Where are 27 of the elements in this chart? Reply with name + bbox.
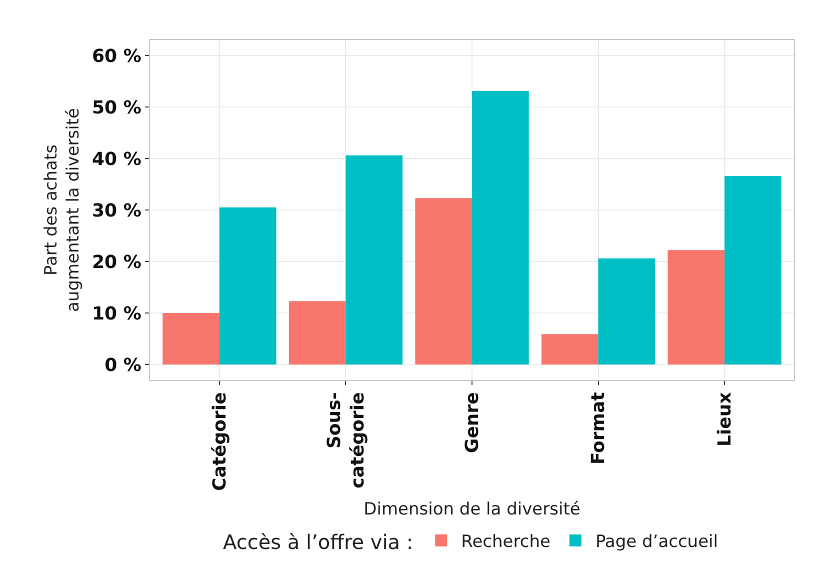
bar [288,301,346,365]
y-tick-label: 30 % [92,200,142,222]
y-axis-title: Part des achats augmentant la diversité [41,108,84,312]
bar [346,155,403,365]
bar [598,258,656,365]
x-tick-label: Sous- catégorie [324,392,368,488]
y-tick-label: 50 % [92,97,142,118]
y-tick-label: 40 % [92,148,142,170]
y-tick-label: 10 % [92,303,142,324]
bar [415,198,472,365]
bar [724,176,782,365]
y-tick-label: 0 % [104,354,142,376]
legend-label: Page d’accueil [595,532,718,552]
bar [472,91,529,365]
bar [668,250,725,365]
bar [219,207,276,365]
y-tick-label: 20 % [92,252,142,273]
bar [162,313,220,365]
legend-title: Accès à l’offre via : [223,530,414,554]
bar [541,334,598,365]
x-tick-label: Genre [462,392,483,454]
x-tick-label: Catégorie [209,392,230,491]
legend-label: Recherche [461,532,550,552]
x-tick-label: Format [588,392,610,465]
x-tick-label: Lieux [714,392,736,446]
x-axis-title: Dimension de la diversité [364,499,580,520]
y-tick-label: 60 % [92,46,142,67]
